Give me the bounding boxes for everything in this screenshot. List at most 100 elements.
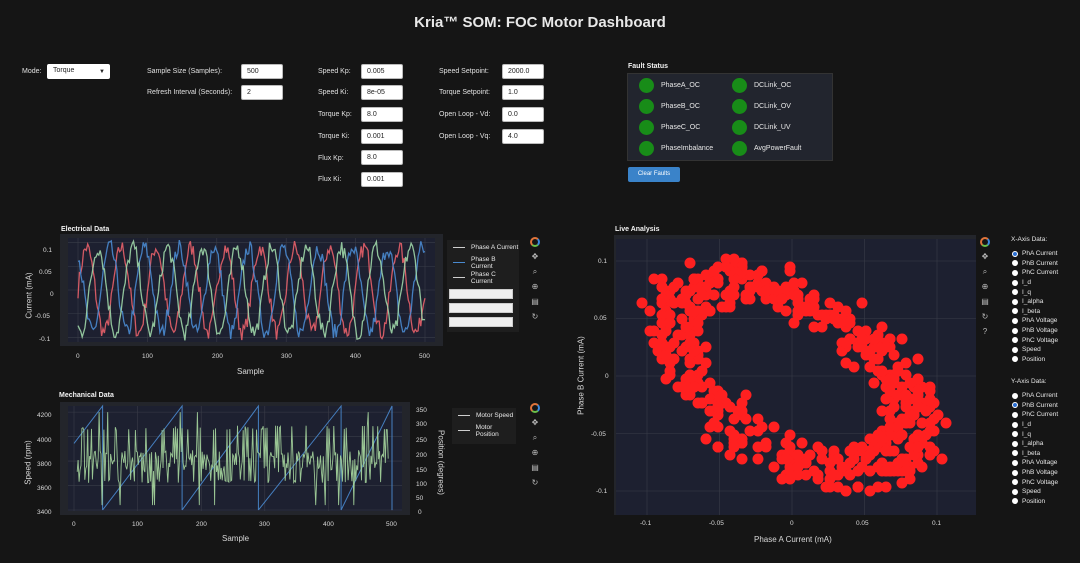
help-icon[interactable]: ? bbox=[982, 327, 988, 336]
radio-button-icon[interactable] bbox=[1012, 317, 1018, 324]
box-zoom-icon[interactable]: ⌕ bbox=[532, 266, 538, 276]
radio-option[interactable]: I_alpha bbox=[1012, 297, 1043, 307]
radio-button-icon[interactable] bbox=[1012, 346, 1018, 353]
pan-icon[interactable]: ✥ bbox=[531, 418, 539, 427]
save-icon[interactable]: ▤ bbox=[531, 297, 539, 306]
fault-status-title: Fault Status bbox=[628, 63, 669, 70]
radio-label: I_q bbox=[1022, 430, 1032, 438]
legend-item-motor-position[interactable]: Motor Position bbox=[452, 423, 516, 438]
radio-option[interactable]: PhB Voltage bbox=[1012, 326, 1058, 336]
fault-indicator: PhaseB_OC bbox=[639, 99, 700, 114]
radio-option[interactable]: PhB Current bbox=[1012, 401, 1058, 411]
box-zoom-icon[interactable]: ⌕ bbox=[982, 266, 988, 276]
open-loop-vd-input[interactable]: 0.0 bbox=[502, 107, 544, 122]
radio-option[interactable]: PhA Current bbox=[1012, 391, 1057, 401]
speed-kp-input[interactable]: 0.005 bbox=[361, 64, 403, 79]
speed-ki-input[interactable]: 8e-05 bbox=[361, 85, 403, 100]
radio-option[interactable]: I_alpha bbox=[1012, 439, 1043, 449]
wheel-zoom-icon[interactable]: ⊕ bbox=[981, 282, 989, 291]
radio-option[interactable]: PhA Voltage bbox=[1012, 316, 1057, 326]
radio-button-icon[interactable] bbox=[1012, 479, 1018, 486]
legend-item-phase-c[interactable]: Phase C Current bbox=[447, 270, 519, 285]
torque-setpoint-input[interactable]: 1.0 bbox=[502, 85, 544, 100]
radio-option[interactable]: I_d bbox=[1012, 278, 1031, 288]
electrical-chart[interactable] bbox=[60, 234, 443, 346]
pan-icon[interactable]: ✥ bbox=[981, 252, 989, 261]
legend-item-motor-speed[interactable]: Motor Speed bbox=[452, 408, 516, 423]
bokeh-logo-icon[interactable] bbox=[530, 402, 541, 413]
wheel-zoom-icon[interactable]: ⊕ bbox=[531, 282, 539, 291]
box-zoom-icon[interactable]: ⌕ bbox=[532, 432, 538, 442]
mechanical-legend[interactable]: Motor Speed Motor Position bbox=[452, 408, 516, 444]
radio-button-icon[interactable] bbox=[1012, 392, 1018, 399]
mechanical-chart[interactable] bbox=[60, 402, 410, 515]
radio-button-icon[interactable] bbox=[1012, 327, 1018, 334]
radio-button-icon[interactable] bbox=[1012, 250, 1018, 257]
radio-option[interactable]: Speed bbox=[1012, 487, 1041, 497]
radio-option[interactable]: I_q bbox=[1012, 287, 1031, 297]
radio-option[interactable]: PhB Current bbox=[1012, 259, 1058, 269]
reset-icon[interactable]: ↻ bbox=[531, 312, 539, 321]
legend-item-phase-b[interactable]: Phase B Current bbox=[447, 255, 519, 270]
radio-button-icon[interactable] bbox=[1012, 269, 1018, 276]
radio-button-icon[interactable] bbox=[1012, 440, 1018, 447]
radio-button-icon[interactable] bbox=[1012, 459, 1018, 466]
radio-button-icon[interactable] bbox=[1012, 498, 1018, 505]
radio-option[interactable]: Position bbox=[1012, 355, 1045, 365]
torque-kp-input[interactable]: 8.0 bbox=[361, 107, 403, 122]
open-loop-vq-input[interactable]: 4.0 bbox=[502, 129, 544, 144]
radio-button-icon[interactable] bbox=[1012, 356, 1018, 363]
radio-label: Position bbox=[1022, 497, 1046, 505]
reset-icon[interactable]: ↻ bbox=[981, 312, 989, 321]
save-icon[interactable]: ▤ bbox=[981, 297, 989, 306]
fault-indicator: DCLink_UV bbox=[732, 120, 791, 135]
radio-button-icon[interactable] bbox=[1012, 450, 1018, 457]
speed-setpoint-input[interactable]: 2000.0 bbox=[502, 64, 544, 79]
pan-icon[interactable]: ✥ bbox=[531, 252, 539, 261]
fault-indicator: AvgPowerFault bbox=[732, 141, 801, 156]
radio-button-icon[interactable] bbox=[1012, 337, 1018, 344]
radio-option[interactable]: Speed bbox=[1012, 345, 1041, 355]
sample-size-input[interactable]: 500 bbox=[241, 64, 283, 79]
radio-label: I_q bbox=[1022, 288, 1032, 296]
mode-select[interactable]: Torque ▼ bbox=[47, 64, 110, 79]
radio-button-icon[interactable] bbox=[1012, 260, 1018, 267]
electrical-legend[interactable]: Phase A Current Phase B Current Phase C … bbox=[447, 240, 519, 332]
clear-faults-button[interactable]: Clear Faults bbox=[628, 167, 680, 182]
radio-option[interactable]: Position bbox=[1012, 497, 1045, 507]
save-icon[interactable]: ▤ bbox=[531, 463, 539, 472]
radio-button-icon[interactable] bbox=[1012, 308, 1018, 315]
radio-button-icon[interactable] bbox=[1012, 289, 1018, 296]
radio-button-icon[interactable] bbox=[1012, 411, 1018, 418]
radio-option[interactable]: I_beta bbox=[1012, 307, 1040, 317]
radio-option[interactable]: I_beta bbox=[1012, 449, 1040, 459]
radio-option[interactable]: PhC Current bbox=[1012, 268, 1058, 278]
speed-ki-label: Speed Ki: bbox=[318, 89, 349, 96]
wheel-zoom-icon[interactable]: ⊕ bbox=[531, 448, 539, 457]
radio-label: PhA Voltage bbox=[1022, 317, 1058, 325]
radio-button-icon[interactable] bbox=[1012, 469, 1018, 476]
radio-option[interactable]: I_d bbox=[1012, 420, 1031, 430]
flux-ki-input[interactable]: 0.001 bbox=[361, 172, 403, 187]
torque-ki-input[interactable]: 0.001 bbox=[361, 129, 403, 144]
reset-icon[interactable]: ↻ bbox=[531, 478, 539, 487]
radio-option[interactable]: PhA Voltage bbox=[1012, 458, 1057, 468]
radio-option[interactable]: PhC Voltage bbox=[1012, 477, 1058, 487]
bokeh-logo-icon[interactable] bbox=[530, 236, 541, 247]
radio-option[interactable]: PhC Current bbox=[1012, 410, 1058, 420]
radio-button-icon[interactable] bbox=[1012, 298, 1018, 305]
radio-button-icon[interactable] bbox=[1012, 421, 1018, 428]
radio-button-icon[interactable] bbox=[1012, 488, 1018, 495]
radio-option[interactable]: PhC Voltage bbox=[1012, 335, 1058, 345]
flux-kp-input[interactable]: 8.0 bbox=[361, 150, 403, 165]
bokeh-logo-icon[interactable] bbox=[980, 236, 991, 247]
radio-option[interactable]: PhB Voltage bbox=[1012, 468, 1058, 478]
radio-button-icon[interactable] bbox=[1012, 431, 1018, 438]
radio-option[interactable]: PhA Current bbox=[1012, 249, 1057, 259]
radio-button-icon[interactable] bbox=[1012, 279, 1018, 286]
refresh-interval-input[interactable]: 2 bbox=[241, 85, 283, 100]
radio-button-icon[interactable] bbox=[1012, 402, 1018, 409]
radio-option[interactable]: I_q bbox=[1012, 429, 1031, 439]
live-analysis-chart[interactable] bbox=[614, 235, 976, 515]
legend-item-phase-a[interactable]: Phase A Current bbox=[447, 240, 519, 255]
